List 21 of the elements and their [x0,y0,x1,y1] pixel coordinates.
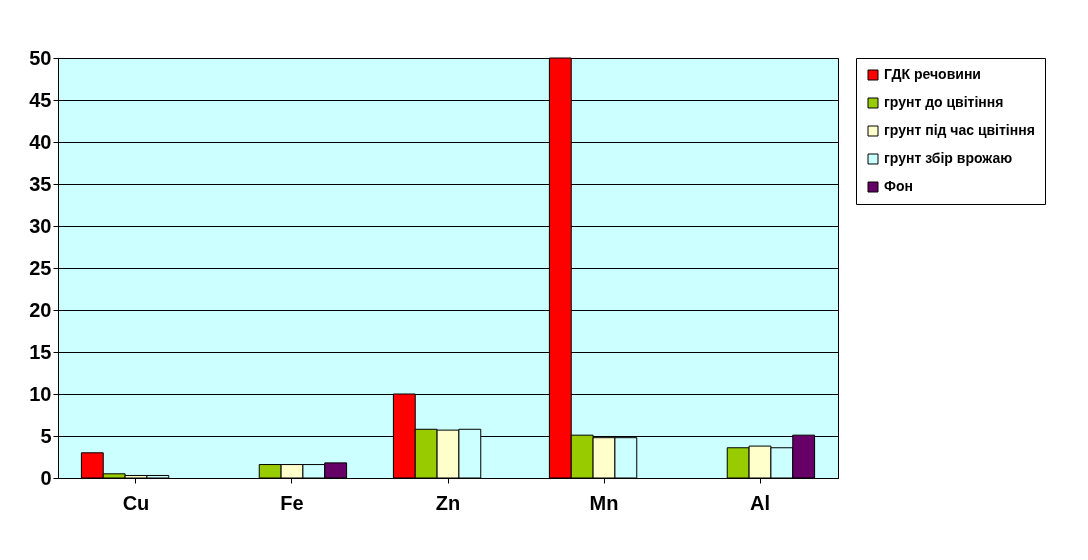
x-tick-label: Mn [589,491,619,514]
y-tick-label: 35 [29,172,52,195]
legend-label: ГДК речовини [884,66,981,82]
legend-label: Фон [884,178,913,194]
y-tick-label: 15 [29,340,52,363]
y-tick-label: 5 [40,424,52,447]
y-tick-label: 20 [29,298,52,321]
legend-label: грунт під час цвітіння [884,122,1035,138]
x-tick-label: Zn [435,491,461,514]
y-tick-label: 0 [40,466,52,489]
legend-label: грунт до цвітіння [884,94,1004,110]
y-tick-label: 45 [29,88,52,111]
y-tick-label: 30 [29,214,52,237]
y-tick-label: 40 [29,130,52,153]
x-tick-label: Fe [280,491,304,514]
legend-label: грунт збір врожаю [884,150,1013,166]
y-tick-label: 10 [29,382,52,405]
y-tick-label: 25 [29,256,52,279]
x-tick-label: Al [750,491,770,514]
x-tick-label: Cu [122,491,150,514]
y-tick-label: 50 [29,46,52,69]
